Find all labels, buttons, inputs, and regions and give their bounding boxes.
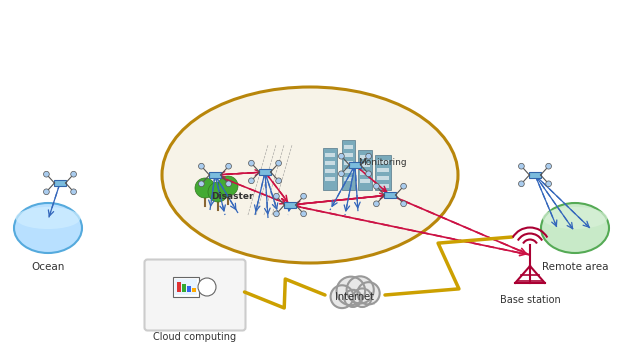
Circle shape	[218, 176, 238, 196]
Circle shape	[198, 278, 216, 296]
Bar	[377, 168, 389, 172]
Bar	[192, 288, 196, 292]
Circle shape	[273, 193, 279, 199]
Bar	[344, 177, 353, 181]
Bar	[344, 161, 353, 165]
Bar	[360, 163, 370, 167]
Bar	[175, 279, 197, 295]
Circle shape	[273, 211, 279, 217]
Bar	[344, 169, 353, 173]
Text: Remote area: Remote area	[541, 262, 608, 272]
Circle shape	[226, 163, 232, 169]
Ellipse shape	[15, 207, 81, 229]
Bar	[360, 179, 370, 183]
Text: Monitoring: Monitoring	[358, 158, 406, 167]
Circle shape	[198, 163, 204, 169]
Circle shape	[44, 189, 49, 195]
Bar	[335, 295, 375, 305]
Bar	[325, 169, 335, 173]
Circle shape	[365, 171, 371, 177]
Bar	[173, 277, 199, 297]
Circle shape	[401, 201, 406, 207]
Bar	[349, 162, 360, 168]
Bar	[344, 145, 353, 149]
Circle shape	[208, 182, 228, 202]
Bar	[360, 171, 370, 175]
Circle shape	[195, 178, 215, 198]
Circle shape	[344, 290, 362, 307]
Text: Cloud computing: Cloud computing	[154, 332, 237, 342]
Circle shape	[353, 288, 372, 307]
Bar	[377, 176, 389, 180]
Circle shape	[331, 285, 353, 308]
Bar	[325, 153, 335, 157]
Ellipse shape	[162, 87, 458, 263]
Circle shape	[365, 153, 371, 159]
Circle shape	[546, 163, 552, 169]
Circle shape	[518, 181, 524, 187]
Bar	[323, 148, 337, 190]
Bar	[377, 160, 389, 164]
Bar	[325, 177, 335, 181]
Circle shape	[357, 282, 380, 304]
Text: Base station: Base station	[500, 295, 561, 305]
Circle shape	[546, 181, 552, 187]
Circle shape	[337, 277, 365, 305]
Circle shape	[276, 178, 282, 184]
Circle shape	[339, 171, 344, 177]
FancyBboxPatch shape	[145, 260, 246, 331]
Circle shape	[248, 160, 254, 166]
Bar	[385, 192, 396, 198]
Bar	[182, 284, 186, 292]
Bar	[177, 282, 181, 292]
Circle shape	[347, 276, 374, 304]
Text: Disaster: Disaster	[211, 192, 253, 201]
Bar	[358, 150, 372, 190]
Bar	[342, 140, 355, 190]
Bar	[259, 169, 271, 175]
Circle shape	[518, 163, 524, 169]
Circle shape	[248, 178, 254, 184]
Circle shape	[198, 181, 204, 187]
Circle shape	[226, 181, 232, 187]
Circle shape	[301, 193, 307, 199]
Bar	[187, 286, 191, 292]
Circle shape	[276, 160, 282, 166]
Ellipse shape	[14, 203, 82, 253]
Bar	[360, 155, 370, 159]
Circle shape	[374, 201, 380, 207]
Bar	[375, 155, 391, 190]
Bar	[325, 161, 335, 165]
Bar	[284, 202, 296, 208]
Bar	[54, 180, 65, 186]
Circle shape	[70, 171, 77, 177]
Circle shape	[301, 211, 307, 217]
Bar	[344, 153, 353, 157]
Ellipse shape	[541, 203, 609, 253]
Circle shape	[70, 189, 77, 195]
Circle shape	[339, 153, 344, 159]
Bar	[529, 172, 541, 178]
Circle shape	[401, 183, 406, 189]
Circle shape	[374, 183, 380, 189]
Circle shape	[44, 171, 49, 177]
Text: Ocean: Ocean	[31, 262, 65, 272]
Bar	[377, 184, 389, 188]
Ellipse shape	[543, 207, 607, 229]
Text: Internet: Internet	[335, 292, 374, 302]
Bar	[209, 172, 221, 178]
